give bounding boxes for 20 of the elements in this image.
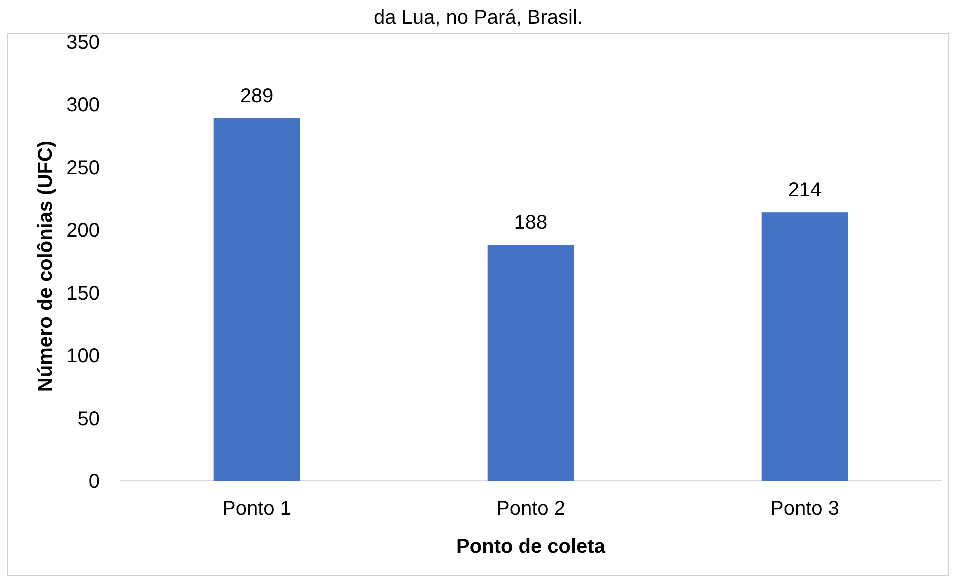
- bar: [488, 245, 574, 481]
- x-axis-title: Ponto de coleta: [456, 536, 606, 558]
- y-tick-label: 350: [66, 32, 100, 54]
- y-axis-title: Número de colônias (UFC): [35, 140, 57, 392]
- chart-title: da Lua, no Pará, Brasil.: [374, 7, 584, 29]
- data-label: 289: [240, 86, 274, 108]
- y-tick-label: 300: [66, 94, 100, 117]
- bar: [214, 118, 300, 481]
- x-tick-label: Ponto 3: [770, 498, 840, 520]
- x-tick-label: Ponto 2: [496, 498, 566, 520]
- x-tick-label: Ponto 1: [222, 498, 292, 520]
- data-label: 214: [788, 180, 822, 202]
- y-tick-label: 250: [66, 157, 100, 180]
- data-label: 188: [514, 212, 548, 234]
- y-tick-label: 200: [66, 220, 100, 242]
- bar: [762, 212, 848, 481]
- y-tick-label: 150: [66, 282, 100, 305]
- y-tick-label: 0: [88, 471, 100, 493]
- y-tick-label: 100: [66, 346, 100, 368]
- y-tick-label: 50: [78, 408, 100, 430]
